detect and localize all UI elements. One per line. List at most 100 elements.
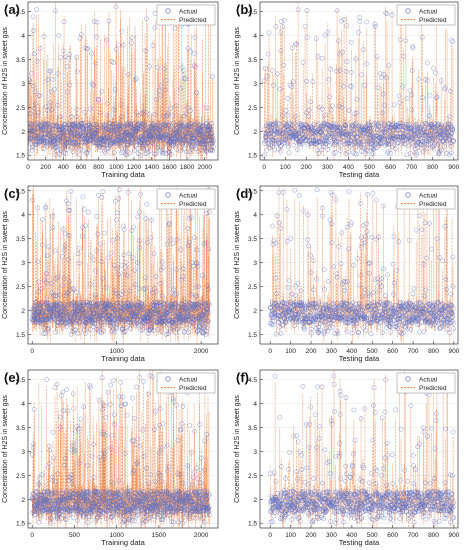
actual-point <box>391 234 397 239</box>
actual-point <box>30 317 36 323</box>
actual-point <box>348 70 354 75</box>
actual-point <box>162 497 168 503</box>
y-tick-label: 2.5 <box>248 105 257 112</box>
actual-point <box>106 510 112 516</box>
actual-point <box>314 276 319 282</box>
actual-point <box>348 144 353 149</box>
actual-point <box>63 517 69 522</box>
actual-point <box>431 146 437 152</box>
actual-point <box>74 495 79 501</box>
actual-point <box>191 235 197 241</box>
actual-point <box>366 291 372 297</box>
actual-point <box>365 300 371 305</box>
actual-point <box>174 267 179 273</box>
actual-point <box>58 114 63 120</box>
actual-point <box>449 150 454 156</box>
actual-point <box>288 236 294 241</box>
actual-point <box>192 318 197 324</box>
actual-point <box>366 261 372 266</box>
actual-point <box>185 311 190 317</box>
actual-point <box>149 489 154 495</box>
actual-point <box>360 325 366 331</box>
actual-point <box>56 137 62 143</box>
actual-point <box>112 141 118 146</box>
actual-point <box>186 215 192 221</box>
actual-point <box>450 310 455 316</box>
actual-point <box>199 123 205 128</box>
actual-point <box>124 412 130 418</box>
actual-point <box>447 114 453 120</box>
actual-point <box>425 311 430 316</box>
actual-point <box>396 239 402 244</box>
actual-point <box>273 275 279 281</box>
actual-point <box>406 143 412 149</box>
actual-point <box>384 302 390 307</box>
actual-point <box>160 150 165 156</box>
actual-point <box>144 308 150 313</box>
actual-point <box>87 122 93 128</box>
actual-point <box>425 136 431 142</box>
actual-point <box>146 125 152 131</box>
actual-point <box>167 312 173 317</box>
actual-point <box>352 151 358 156</box>
actual-point <box>321 331 327 337</box>
actual-point <box>159 491 165 497</box>
actual-point <box>95 327 101 333</box>
actual-point <box>270 143 275 149</box>
actual-point <box>324 325 330 331</box>
actual-point <box>84 151 89 156</box>
actual-point <box>393 302 398 308</box>
actual-point <box>120 223 126 229</box>
actual-point <box>76 507 81 513</box>
actual-point <box>266 30 272 36</box>
actual-point <box>444 150 450 156</box>
actual-point <box>277 86 283 92</box>
actual-point <box>114 210 120 215</box>
actual-point <box>116 293 121 299</box>
actual-point <box>107 490 113 496</box>
actual-point <box>175 137 181 143</box>
actual-point <box>53 479 59 485</box>
actual-point <box>266 141 272 147</box>
actual-point <box>316 300 322 305</box>
actual-point <box>304 8 310 14</box>
actual-point <box>368 331 374 337</box>
actual-point <box>358 201 363 206</box>
actual-point <box>326 77 332 82</box>
actual-point <box>362 287 368 293</box>
actual-point <box>210 144 216 149</box>
actual-point <box>385 308 391 313</box>
actual-point <box>275 71 280 77</box>
actual-point <box>48 520 54 526</box>
chart-panel: (b)1.522.533.544.50 100 200 300 400 500 600 700… <box>234 1 460 179</box>
actual-point <box>64 64 70 69</box>
actual-point <box>30 197 35 203</box>
actual-point <box>111 107 117 112</box>
actual-point <box>440 132 445 138</box>
actual-point <box>77 320 83 325</box>
actual-point <box>355 256 361 261</box>
actual-point <box>195 141 201 146</box>
actual-point <box>364 229 370 234</box>
actual-point <box>102 230 108 236</box>
actual-point <box>363 328 369 333</box>
actual-point <box>366 125 372 131</box>
actual-point <box>45 488 51 494</box>
actual-point <box>399 137 405 143</box>
actual-point <box>82 508 88 513</box>
actual-point <box>174 320 180 325</box>
y-tick-label: 3.5 <box>248 57 257 64</box>
actual-point <box>102 451 107 456</box>
actual-point <box>333 310 339 316</box>
actual-point <box>129 300 134 306</box>
actual-point <box>120 289 126 294</box>
actual-point <box>142 275 148 280</box>
actual-point <box>121 497 127 502</box>
actual-point <box>69 133 74 139</box>
actual-point <box>93 306 98 312</box>
actual-point <box>278 225 283 231</box>
actual-point <box>178 301 184 307</box>
actual-point <box>374 197 379 203</box>
actual-point <box>381 72 387 77</box>
actual-point <box>67 494 73 500</box>
